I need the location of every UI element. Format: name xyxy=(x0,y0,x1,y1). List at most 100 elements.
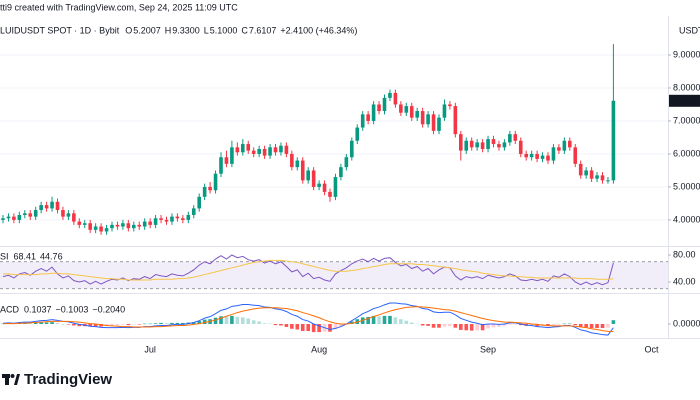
histogram-bar xyxy=(388,315,392,324)
histogram-bar xyxy=(300,324,305,331)
ohlc-name: L xyxy=(204,25,209,35)
histogram-bar xyxy=(589,324,594,329)
histogram-bar xyxy=(268,323,272,325)
histogram-bar xyxy=(568,323,572,325)
candle-body xyxy=(557,147,561,151)
candle-body xyxy=(518,140,523,154)
histogram-bar xyxy=(535,324,539,327)
candle-body xyxy=(382,97,387,112)
histogram-bar xyxy=(404,320,409,324)
histogram-bar xyxy=(61,324,65,325)
candle-body xyxy=(562,140,567,151)
candle-body xyxy=(132,224,136,229)
candle-body xyxy=(257,148,261,154)
candle-body xyxy=(426,114,430,125)
histogram-bar xyxy=(382,315,387,324)
candle-body xyxy=(497,144,501,148)
candle-body xyxy=(366,114,370,121)
histogram-bar xyxy=(339,324,343,327)
candle-body xyxy=(475,142,479,148)
candle-body xyxy=(39,205,43,211)
candle-body xyxy=(437,117,441,131)
candle-body xyxy=(606,180,610,182)
histogram-bar xyxy=(66,324,71,325)
candle-body xyxy=(300,160,305,181)
histogram-bar xyxy=(262,323,267,324)
y-tick-label: 40.00 xyxy=(673,276,696,286)
histogram-bar xyxy=(497,324,501,327)
candle-body xyxy=(28,213,33,217)
ohlc-value: 9.3300 xyxy=(172,25,200,35)
candle-body xyxy=(197,196,201,209)
candle-body xyxy=(442,104,447,118)
histogram-bar xyxy=(502,324,507,326)
histogram-bar xyxy=(573,324,578,326)
histogram-bar xyxy=(306,324,310,331)
candle-body xyxy=(306,170,310,181)
candle-body xyxy=(453,106,458,135)
candle-body xyxy=(202,186,207,197)
candle-body xyxy=(224,157,229,164)
histogram-bar xyxy=(366,317,370,324)
histogram-bar xyxy=(295,324,300,330)
candle-body xyxy=(61,210,65,217)
x-tick-label: Aug xyxy=(311,344,327,354)
histogram-bar xyxy=(513,324,518,325)
histogram-bar xyxy=(213,317,218,324)
histogram-bar xyxy=(170,322,174,324)
candle-body xyxy=(208,186,212,191)
candle-body xyxy=(126,223,131,229)
last-price-label: 7.6107 xyxy=(673,95,700,105)
histogram-bar xyxy=(142,323,147,325)
candle-body xyxy=(148,221,152,225)
candle-body xyxy=(611,100,616,181)
candle-body xyxy=(23,213,27,215)
histogram-bar xyxy=(72,324,76,326)
ohlc-value: 7.6107 xyxy=(249,25,277,35)
candle-body xyxy=(568,140,572,148)
candle-body xyxy=(399,104,403,113)
histogram-bar xyxy=(219,316,223,324)
ohlc-value: 5.1000 xyxy=(210,25,238,35)
candle-body xyxy=(295,160,300,168)
candle-body xyxy=(50,201,54,209)
ohlc-name: O xyxy=(125,25,132,35)
candle-body xyxy=(524,153,528,158)
candle-body xyxy=(311,170,316,187)
candle-body xyxy=(486,139,490,149)
histogram-bar xyxy=(33,322,38,324)
candle-body xyxy=(186,214,191,220)
candle-body xyxy=(322,183,327,192)
histogram-bar xyxy=(595,324,599,329)
histogram-bar xyxy=(578,324,583,327)
histogram-bar xyxy=(431,324,436,328)
candle-body xyxy=(584,170,588,176)
histogram-bar xyxy=(442,324,447,327)
y-tick-label: 7.0000 xyxy=(673,115,700,125)
candle-body xyxy=(508,134,512,143)
y-tick-label: 4.0000 xyxy=(673,214,700,224)
histogram-bar xyxy=(273,324,278,326)
candle-body xyxy=(420,111,425,125)
histogram-bar xyxy=(584,324,588,328)
candle-body xyxy=(573,147,578,164)
histogram-bar xyxy=(437,324,441,328)
histogram-bar xyxy=(88,324,92,327)
histogram-bar xyxy=(230,315,234,324)
histogram-bar xyxy=(132,324,136,325)
y-tick-label: 5.0000 xyxy=(673,181,700,191)
x-tick-label: Sep xyxy=(480,344,496,354)
candle-body xyxy=(388,92,392,98)
histogram-bar xyxy=(393,317,398,324)
histogram-bar xyxy=(181,322,185,324)
histogram-bar xyxy=(241,317,245,324)
y-tick-label: 9.0000 xyxy=(673,49,700,59)
histogram-bar xyxy=(191,322,196,324)
candle-body xyxy=(55,201,60,211)
histogram-bar xyxy=(284,324,289,327)
candle-body xyxy=(164,219,169,222)
candle-body xyxy=(115,224,120,227)
histogram-bar xyxy=(377,316,381,324)
x-tick-label: Oct xyxy=(645,344,660,354)
